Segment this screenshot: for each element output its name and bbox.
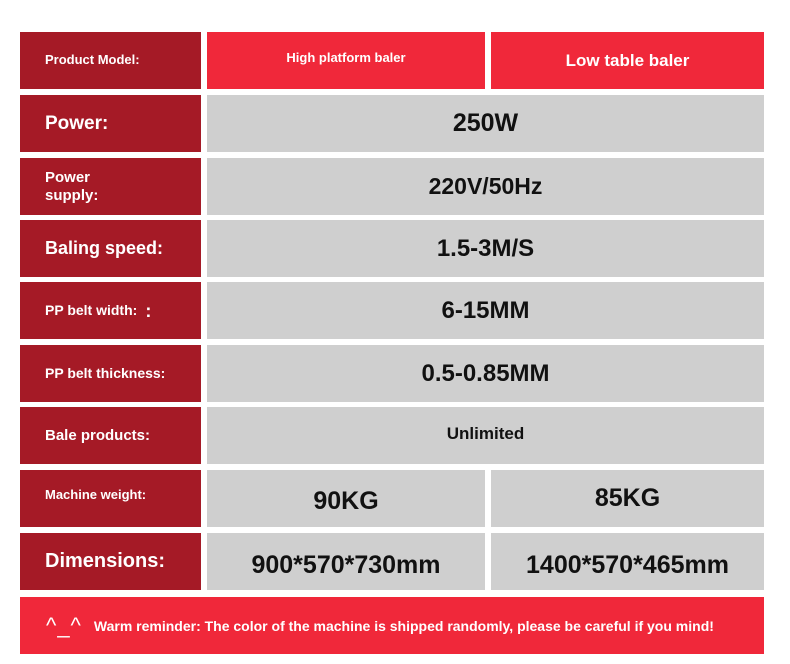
- weight-high-platform: 90KG: [207, 470, 485, 527]
- smiley-icon: ^_^: [46, 612, 82, 638]
- pp-belt-width-text: PP belt width:: [45, 302, 138, 319]
- pp-belt-width-mark: :: [145, 300, 152, 321]
- dimensions-label: Dimensions:: [20, 533, 201, 590]
- model-low-table: Low table baler: [491, 32, 764, 89]
- pp-belt-thickness-value: 0.5-0.85MM: [207, 345, 764, 402]
- product-model-label: Product Model:: [20, 32, 201, 89]
- baling-speed-label: Baling speed:: [20, 220, 201, 277]
- pp-belt-width-value: 6-15MM: [207, 282, 764, 339]
- weight-low-table: 85KG: [491, 470, 764, 527]
- bale-products-label: Bale products:: [20, 407, 201, 464]
- warm-reminder-banner: ^_^ Warm reminder: The color of the mach…: [20, 597, 764, 654]
- power-supply-label: Power supply:: [20, 158, 201, 215]
- baling-speed-value: 1.5-3M/S: [207, 220, 764, 277]
- model-high-platform: High platform baler: [207, 32, 485, 89]
- machine-weight-label: Machine weight:: [20, 470, 201, 527]
- warm-reminder-text: Warm reminder: The color of the machine …: [93, 617, 714, 634]
- pp-belt-thickness-label: PP belt thickness:: [20, 345, 201, 402]
- power-supply-value: 220V/50Hz: [207, 158, 764, 215]
- bale-products-value: Unlimited: [207, 407, 764, 464]
- dimensions-low-table: 1400*570*465mm: [491, 533, 764, 590]
- pp-belt-width-label: PP belt width: :: [20, 282, 201, 339]
- dimensions-high-platform: 900*570*730mm: [207, 533, 485, 590]
- power-label: Power:: [20, 95, 201, 152]
- power-value: 250W: [207, 95, 764, 152]
